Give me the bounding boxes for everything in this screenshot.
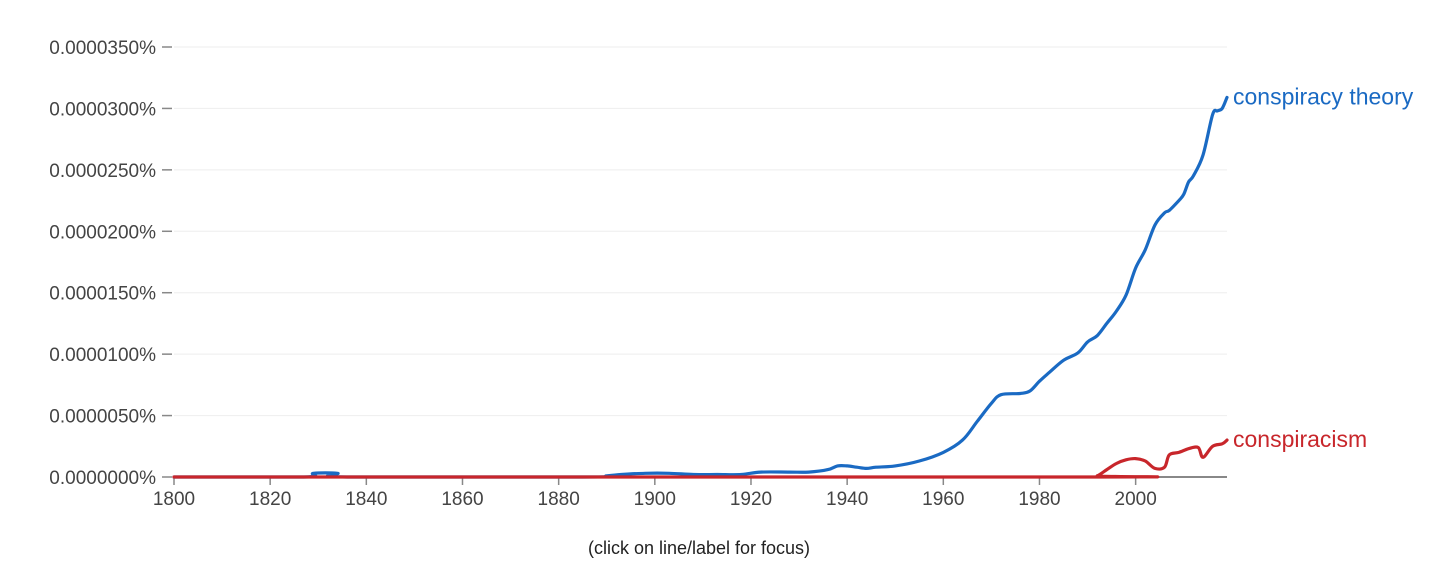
y-tick-label: 0.0000200%	[49, 222, 156, 243]
series-line-conspiracy-theory[interactable]	[172, 95, 1229, 479]
y-tick-label: 0.0000250%	[49, 161, 156, 182]
series-line-conspiracism[interactable]	[172, 438, 1229, 479]
x-tick-label: 1820	[249, 489, 291, 510]
y-tick-label: 0.0000150%	[49, 284, 156, 305]
series-label-conspiracism[interactable]: conspiracism	[1233, 426, 1367, 452]
x-tick-label: 1880	[538, 489, 580, 510]
y-tick-label: 0.0000350%	[49, 38, 156, 59]
series-labels[interactable]: conspiracy theory conspiracism	[1233, 83, 1414, 452]
series-label-conspiracy-theory[interactable]: conspiracy theory	[1233, 83, 1414, 109]
y-tick-label: 0.0000300%	[49, 99, 156, 120]
x-tick-label: 2000	[1115, 489, 1157, 510]
y-tick-label: 0.0000050%	[49, 407, 156, 428]
y-tick-label: 0.0000100%	[49, 345, 156, 366]
gridlines	[174, 46, 1227, 417]
x-tick-label: 1980	[1018, 489, 1060, 510]
x-tick-label: 1860	[441, 489, 483, 510]
x-tick-label: 1900	[634, 489, 676, 510]
x-tick-label: 1940	[826, 489, 868, 510]
x-tick-label: 1960	[922, 489, 964, 510]
x-tick-label: 1800	[153, 489, 195, 510]
series-lines[interactable]	[172, 95, 1229, 479]
x-tick-label: 1920	[730, 489, 772, 510]
focus-hint-caption: (click on line/label for focus)	[588, 538, 810, 558]
y-tick-label: 0.0000000%	[49, 468, 156, 489]
x-tick-label: 1840	[345, 489, 387, 510]
